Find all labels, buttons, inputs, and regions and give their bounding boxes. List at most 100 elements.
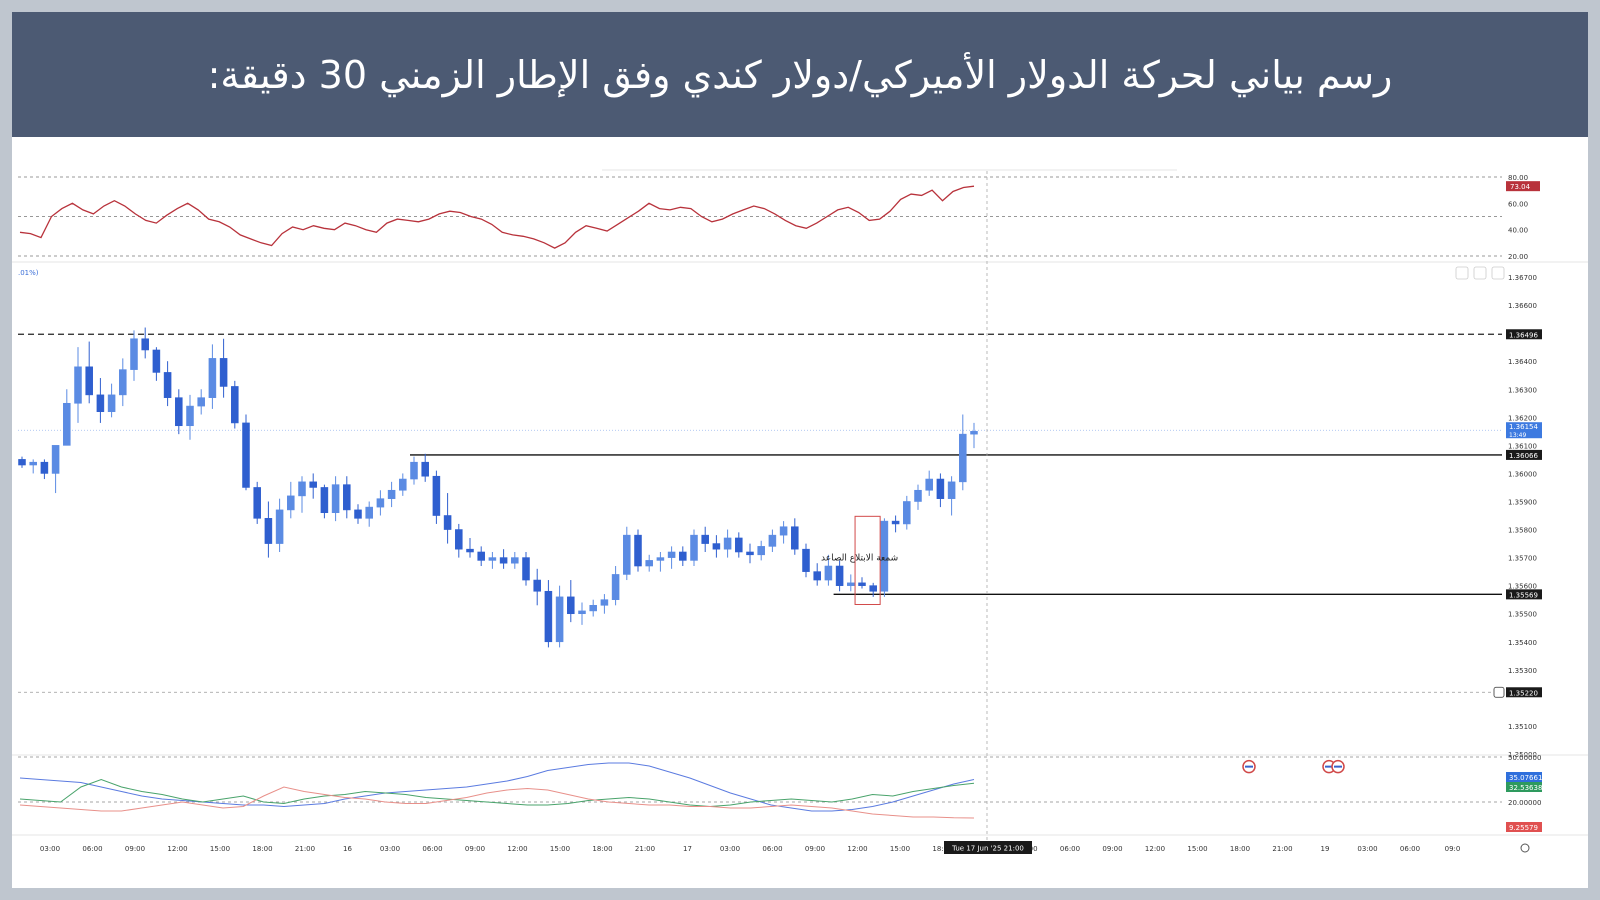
trading-chart[interactable]: 80.00 60.00 40.00 20.00 73.04 .01%) 1.36700 1.3… (12, 137, 1588, 888)
candle-body (231, 386, 239, 424)
price-tag-label: 1.36496 (1509, 331, 1538, 339)
candle-body (567, 596, 575, 615)
time-tick-label: 09:0 (1445, 845, 1461, 853)
candle-body (813, 571, 821, 581)
candle-body (791, 526, 799, 550)
candle-body (74, 366, 82, 404)
candle-body (847, 582, 855, 586)
candle-body (354, 509, 362, 519)
time-tick-label: 15:00 (1187, 845, 1207, 853)
candle-body (600, 599, 609, 606)
rsi-line (19, 185, 975, 249)
candle-body (936, 478, 945, 499)
dmi-value-tag (1506, 782, 1542, 792)
candle-body (623, 534, 631, 575)
dmi-value-label: 9.25579 (1509, 824, 1538, 832)
time-tick-label: 19 (1321, 845, 1330, 853)
alert-icon[interactable] (1493, 686, 1505, 698)
candle-body (51, 445, 60, 474)
price-tick-label: 1.35100 (1508, 723, 1537, 731)
candle-body (298, 481, 306, 497)
dmi-value-tag (1506, 822, 1542, 832)
time-tick-label: 21:00 (635, 845, 655, 853)
candle-body (343, 484, 351, 511)
candle-body (533, 579, 541, 592)
candle-body (679, 551, 687, 561)
price-tick-label: 1.36300 (1508, 386, 1537, 394)
candle-body (253, 487, 261, 519)
candle-body (802, 548, 810, 572)
time-tick-label: 15:00 (890, 845, 910, 853)
time-tick-label: 12:00 (847, 845, 867, 853)
time-tick-label: 18:00 (932, 845, 952, 853)
candle-body (589, 604, 597, 612)
candle-body (578, 610, 586, 615)
candle-body (723, 537, 732, 550)
time-tick-label: 09:00 (125, 845, 145, 853)
pane-up-icon[interactable] (1455, 266, 1469, 280)
time-tick-label: 06:00 (1400, 845, 1420, 853)
candle-body (499, 557, 508, 564)
price-tag-countdown: 13:49 (1509, 432, 1526, 439)
candle-body (197, 397, 205, 407)
annotation-box (854, 515, 881, 605)
candle-body (690, 534, 698, 561)
candle-body (466, 548, 474, 553)
page-title: رسم بياني لحركة الدولار الأميركي/دولار ك… (207, 52, 1393, 97)
screenshot-frame: رسم بياني لحركة الدولار الأميركي/دولار ك… (12, 12, 1588, 888)
candle-body (869, 585, 877, 592)
candle-body (275, 509, 284, 544)
candle-body (903, 501, 911, 525)
settings-gear-icon[interactable] (1520, 843, 1530, 853)
time-tick-label: 03:00 (720, 845, 740, 853)
pane-corner-label: .01%) (18, 269, 39, 277)
rsi-tick-label: 80.00 (1508, 174, 1528, 182)
candle-body (399, 478, 407, 491)
time-tick-label: 06:00 (1060, 845, 1080, 853)
candle-body (331, 484, 340, 514)
rsi-current-tag (1506, 181, 1540, 192)
candle-body (757, 546, 765, 556)
time-tick-label: 18:00 (252, 845, 272, 853)
candle-body (119, 369, 127, 396)
candle-body (455, 529, 463, 550)
time-tick-label: 15:00 (210, 845, 230, 853)
pane-down-icon[interactable] (1473, 266, 1487, 280)
candle-body (186, 405, 194, 427)
candle-body (365, 506, 373, 519)
price-tick-label: 1.36700 (1508, 274, 1537, 282)
candle-body (712, 543, 721, 550)
candle-body (208, 358, 217, 398)
crosshair-time-tag (944, 841, 1032, 854)
candle-body (107, 394, 116, 413)
crosshair-time-label: Tue 17 Jun '25 21:00 (951, 845, 1024, 853)
price-tag-label: 1.36154 (1509, 423, 1538, 431)
candle-body (925, 478, 933, 491)
dmi-tick-label: 20.00000 (1508, 799, 1541, 807)
time-tick-label: 09:00 (805, 845, 825, 853)
rsi-tick-label: 40.00 (1508, 227, 1528, 235)
candle-body (40, 461, 49, 474)
price-tick-label: 1.36100 (1508, 442, 1537, 450)
time-tick-label: 03:00 (1357, 845, 1377, 853)
price-tick-label: 1.35300 (1508, 667, 1537, 675)
candle-body (242, 422, 250, 488)
dmi-value-label: 35.07661 (1509, 774, 1542, 782)
price-tag (1506, 589, 1542, 600)
pane-maximize-icon[interactable] (1491, 266, 1505, 280)
candle-body (835, 565, 844, 586)
candle-body (287, 495, 295, 511)
time-tick-label: 12:00 (507, 845, 527, 853)
time-tick-label: 06:00 (762, 845, 782, 853)
candle-body (175, 397, 183, 427)
price-tick-label: 1.35600 (1508, 583, 1537, 591)
candle-body (163, 372, 172, 398)
candle-body (264, 518, 273, 544)
time-tick-label: 15:00 (550, 845, 570, 853)
price-tick-label: 1.36400 (1508, 358, 1537, 366)
candle-body (891, 520, 900, 525)
time-tick-label: 06:00 (82, 845, 102, 853)
time-tick-label: 18:00 (592, 845, 612, 853)
candle-body (96, 394, 105, 413)
price-tag-label: 1.36066 (1509, 452, 1538, 460)
